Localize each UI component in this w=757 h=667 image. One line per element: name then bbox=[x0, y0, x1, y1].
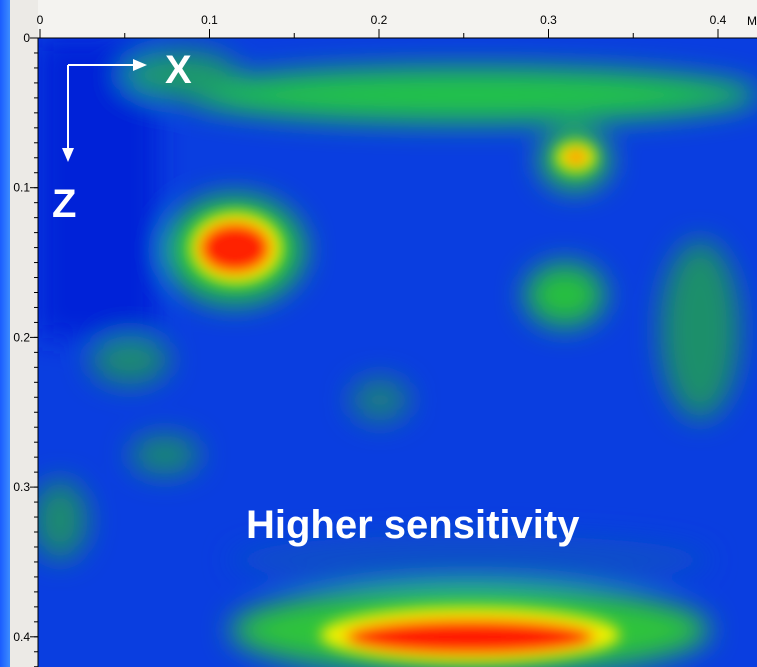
x-arrow-label: X bbox=[165, 48, 192, 92]
heatmap bbox=[38, 38, 757, 667]
x-unit: M bbox=[747, 14, 757, 28]
top-ruler bbox=[38, 0, 757, 38]
z-arrow-label: Z bbox=[52, 182, 76, 226]
left-stripe bbox=[0, 0, 10, 667]
x-tick-label: 0.4 bbox=[710, 13, 727, 27]
x-tick-label: 0.3 bbox=[540, 13, 557, 27]
y-tick-label: 0 bbox=[23, 31, 30, 45]
hot-spots bbox=[190, 142, 620, 663]
caption: Higher sensitivity bbox=[246, 503, 580, 547]
y-tick-label: 0.4 bbox=[13, 630, 30, 644]
direction-arrows bbox=[62, 59, 147, 162]
y-tick-label: 0.1 bbox=[13, 181, 30, 195]
x-tick-label: 0.2 bbox=[371, 13, 388, 27]
y-tick-label: 0.2 bbox=[13, 330, 30, 344]
x-tick-label: 0.1 bbox=[201, 13, 218, 27]
y-tick-label: 0.3 bbox=[13, 480, 30, 494]
x-tick-label: 0 bbox=[37, 13, 44, 27]
